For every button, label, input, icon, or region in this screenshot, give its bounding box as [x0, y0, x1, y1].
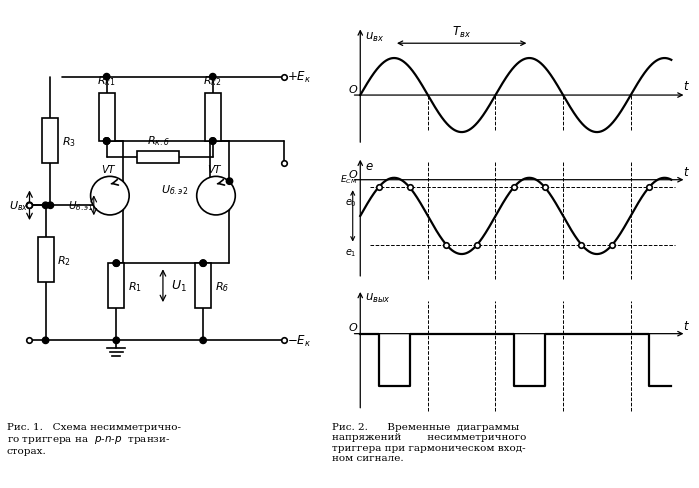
Text: $U_1$: $U_1$: [171, 279, 187, 294]
Text: $t$: $t$: [683, 319, 690, 332]
Text: $u_{вых}$: $u_{вых}$: [365, 291, 390, 305]
Circle shape: [43, 337, 49, 344]
Text: $R_1$: $R_1$: [128, 279, 142, 293]
Circle shape: [113, 261, 120, 267]
Bar: [99, 94, 115, 142]
Text: +$E_к$: +$E_к$: [287, 70, 312, 85]
Text: $O$: $O$: [348, 167, 358, 179]
Text: $t$: $t$: [683, 166, 690, 179]
Circle shape: [103, 139, 110, 145]
Circle shape: [113, 261, 120, 267]
Circle shape: [196, 177, 236, 216]
Text: $-E_к$: $-E_к$: [287, 333, 312, 348]
Text: $R_2$: $R_2$: [57, 254, 71, 267]
Text: $e_0$: $e_0$: [345, 196, 357, 208]
Bar: [137, 151, 179, 164]
Text: $O$: $O$: [348, 83, 358, 95]
Text: Рис. 2.      Временные  диаграммы
напряжений        несимметричного
триггера при: Рис. 2. Временные диаграммы напряжений н…: [332, 422, 526, 462]
Circle shape: [103, 139, 110, 145]
Circle shape: [210, 139, 216, 145]
Text: $U_{б.э1}$: $U_{б.э1}$: [68, 199, 94, 213]
Bar: [43, 119, 59, 164]
Text: $O$: $O$: [348, 321, 358, 333]
Circle shape: [43, 203, 49, 209]
Circle shape: [226, 179, 233, 185]
Text: $R_б$: $R_б$: [215, 279, 229, 293]
Bar: [38, 238, 54, 283]
Text: $R_{к2}$: $R_{к2}$: [203, 74, 222, 88]
Circle shape: [200, 261, 206, 267]
Bar: [108, 264, 124, 308]
Text: $E_{СМ}$: $E_{СМ}$: [340, 174, 357, 186]
Text: VT: VT: [208, 165, 221, 175]
Circle shape: [210, 139, 216, 145]
Bar: [205, 94, 221, 142]
Circle shape: [48, 203, 54, 209]
Text: $e$: $e$: [365, 160, 373, 172]
Text: $U_{б.э2}$: $U_{б.э2}$: [161, 183, 188, 197]
Circle shape: [27, 203, 33, 209]
Circle shape: [200, 337, 206, 344]
Circle shape: [210, 74, 216, 81]
Circle shape: [103, 139, 110, 145]
Circle shape: [113, 337, 120, 344]
Bar: [195, 264, 211, 308]
Circle shape: [103, 74, 110, 81]
Circle shape: [91, 177, 129, 216]
Text: $U_{вx}$: $U_{вx}$: [8, 199, 28, 213]
Text: $t$: $t$: [683, 81, 690, 93]
Circle shape: [200, 261, 206, 267]
Text: $T_{вx}$: $T_{вx}$: [452, 24, 471, 40]
Text: $u_{вx}$: $u_{вx}$: [365, 31, 384, 44]
Text: $R_3$: $R_3$: [62, 135, 76, 148]
Text: Рис. 1.   Схема несимметрично-
го триггера на  $p$-$n$-$p$  транзи-
сторах.: Рис. 1. Схема несимметрично- го триггера…: [7, 422, 181, 455]
Text: $R_{к1}$: $R_{к1}$: [97, 74, 116, 88]
Text: VT: VT: [101, 165, 115, 175]
Text: $e_1$: $e_1$: [345, 247, 357, 259]
Text: $R_{к.б}$: $R_{к.б}$: [147, 134, 170, 147]
